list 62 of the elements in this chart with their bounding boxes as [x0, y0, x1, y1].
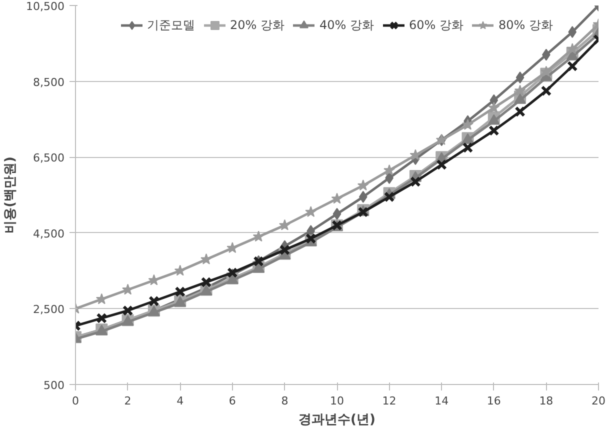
point: [358, 190, 368, 203]
point: [540, 85, 552, 96]
point: [384, 164, 396, 176]
x-tick-label: 18: [539, 394, 554, 408]
y-axis-title: 비용(백만원): [3, 156, 18, 234]
point: [488, 114, 500, 125]
x-tick-label: 6: [228, 394, 236, 408]
legend-label: 기준모델: [147, 16, 195, 34]
point: [514, 84, 526, 96]
point: [122, 284, 134, 295]
point: [174, 264, 186, 276]
legend-label: 60% 강화: [409, 16, 464, 34]
point: [279, 244, 290, 256]
y-tick-label: 2,500: [33, 303, 65, 316]
point: [384, 192, 395, 202]
point: [122, 305, 134, 316]
point: [148, 296, 160, 307]
point: [332, 208, 342, 220]
point: [516, 72, 524, 84]
point: [305, 233, 316, 244]
point: [488, 125, 500, 136]
point: [227, 267, 238, 278]
point: [566, 60, 578, 72]
point: [540, 66, 552, 77]
y-tick-label: 500: [44, 379, 65, 392]
y-tick-label: 8,500: [33, 76, 65, 89]
point: [462, 118, 474, 130]
x-tick-label: 20: [592, 394, 606, 408]
x-tick-label: 14: [434, 394, 449, 408]
point: [514, 93, 526, 104]
point: [226, 242, 238, 254]
point: [568, 26, 577, 38]
x-tick-label: 12: [382, 394, 396, 408]
y-tick-label: 10,500: [26, 0, 65, 13]
point: [200, 253, 212, 264]
legend-label: 80% 강화: [498, 16, 553, 34]
point: [331, 192, 343, 204]
point: [488, 102, 500, 113]
x-tick-label: 10: [330, 394, 344, 408]
y-tick-label: 4,500: [33, 227, 65, 240]
point: [566, 43, 578, 54]
point: [174, 286, 186, 298]
point: [252, 230, 264, 242]
point: [436, 159, 447, 170]
x-tick-label: 16: [486, 394, 501, 408]
point: [357, 180, 369, 190]
x-tick-label: 0: [72, 394, 79, 408]
point: [410, 176, 421, 188]
point: [278, 219, 290, 230]
y-tick-label: 6,500: [33, 152, 65, 165]
point: [200, 276, 212, 288]
point: [514, 106, 526, 118]
point: [410, 149, 422, 160]
point: [96, 312, 108, 324]
legend-label: 40% 강화: [320, 16, 374, 34]
point: [462, 142, 474, 154]
legend-label: 20% 강화: [230, 16, 284, 34]
x-tick-label: 4: [176, 394, 184, 408]
point: [305, 206, 317, 218]
x-tick-label: 8: [281, 394, 288, 408]
x-tick-label: 2: [124, 394, 132, 408]
x-axis-title: 경과년수(년): [298, 412, 376, 428]
